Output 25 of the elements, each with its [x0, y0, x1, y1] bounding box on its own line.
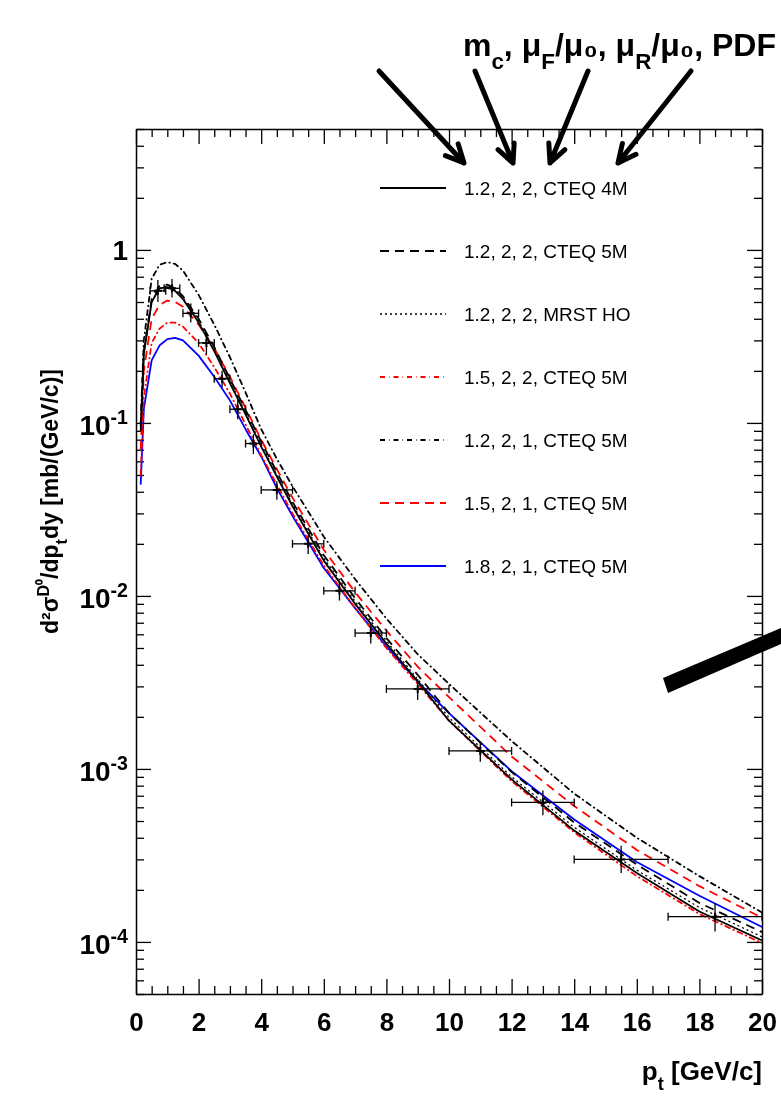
x-tick-label: 2: [191, 1006, 207, 1037]
x-axis-title: p$_{t}$ [GeV/c]: [641, 1056, 762, 1094]
text: m$_{c}$, μ$_{F}$/μ₀, μ$_{R}$/μ₀, PDF: [462, 27, 776, 74]
legend-label: 1.8, 2, 1, CTEQ 5M: [464, 556, 628, 577]
x-tick-label: 10: [435, 1006, 464, 1037]
x-tick-label: 12: [497, 1006, 527, 1037]
x-tick-label: 0: [129, 1006, 144, 1037]
y-tick-label: 1: [112, 234, 128, 266]
x-tick-label: 8: [379, 1006, 395, 1037]
x-tick-label: 16: [622, 1006, 652, 1037]
legend-label: 1.2, 2, 2, CTEQ 4M: [464, 178, 628, 199]
y-tick-label: 10$^{-1}$: [79, 405, 129, 441]
y-tick-label: 10$^{-4}$: [79, 924, 129, 960]
x-tick-label: 20: [748, 1006, 777, 1037]
x-tick-label: 18: [685, 1006, 715, 1037]
x-tick-label: 6: [317, 1006, 332, 1037]
x-tick-label: 4: [254, 1006, 270, 1037]
y-tick-label: 10$^{-2}$: [79, 578, 129, 614]
legend-label: 1.2, 2, 1, CTEQ 5M: [464, 430, 628, 451]
legend-label: 1.2, 2, 2, MRST HO: [464, 304, 631, 325]
y-tick-label: 10$^{-3}$: [79, 751, 129, 787]
legend-label: 1.5, 2, 2, CTEQ 5M: [464, 367, 628, 388]
legend-label: 1.5, 2, 1, CTEQ 5M: [464, 493, 628, 514]
legend-label: 1.2, 2, 2, CTEQ 5M: [464, 241, 628, 262]
x-tick-label: 14: [560, 1006, 590, 1037]
